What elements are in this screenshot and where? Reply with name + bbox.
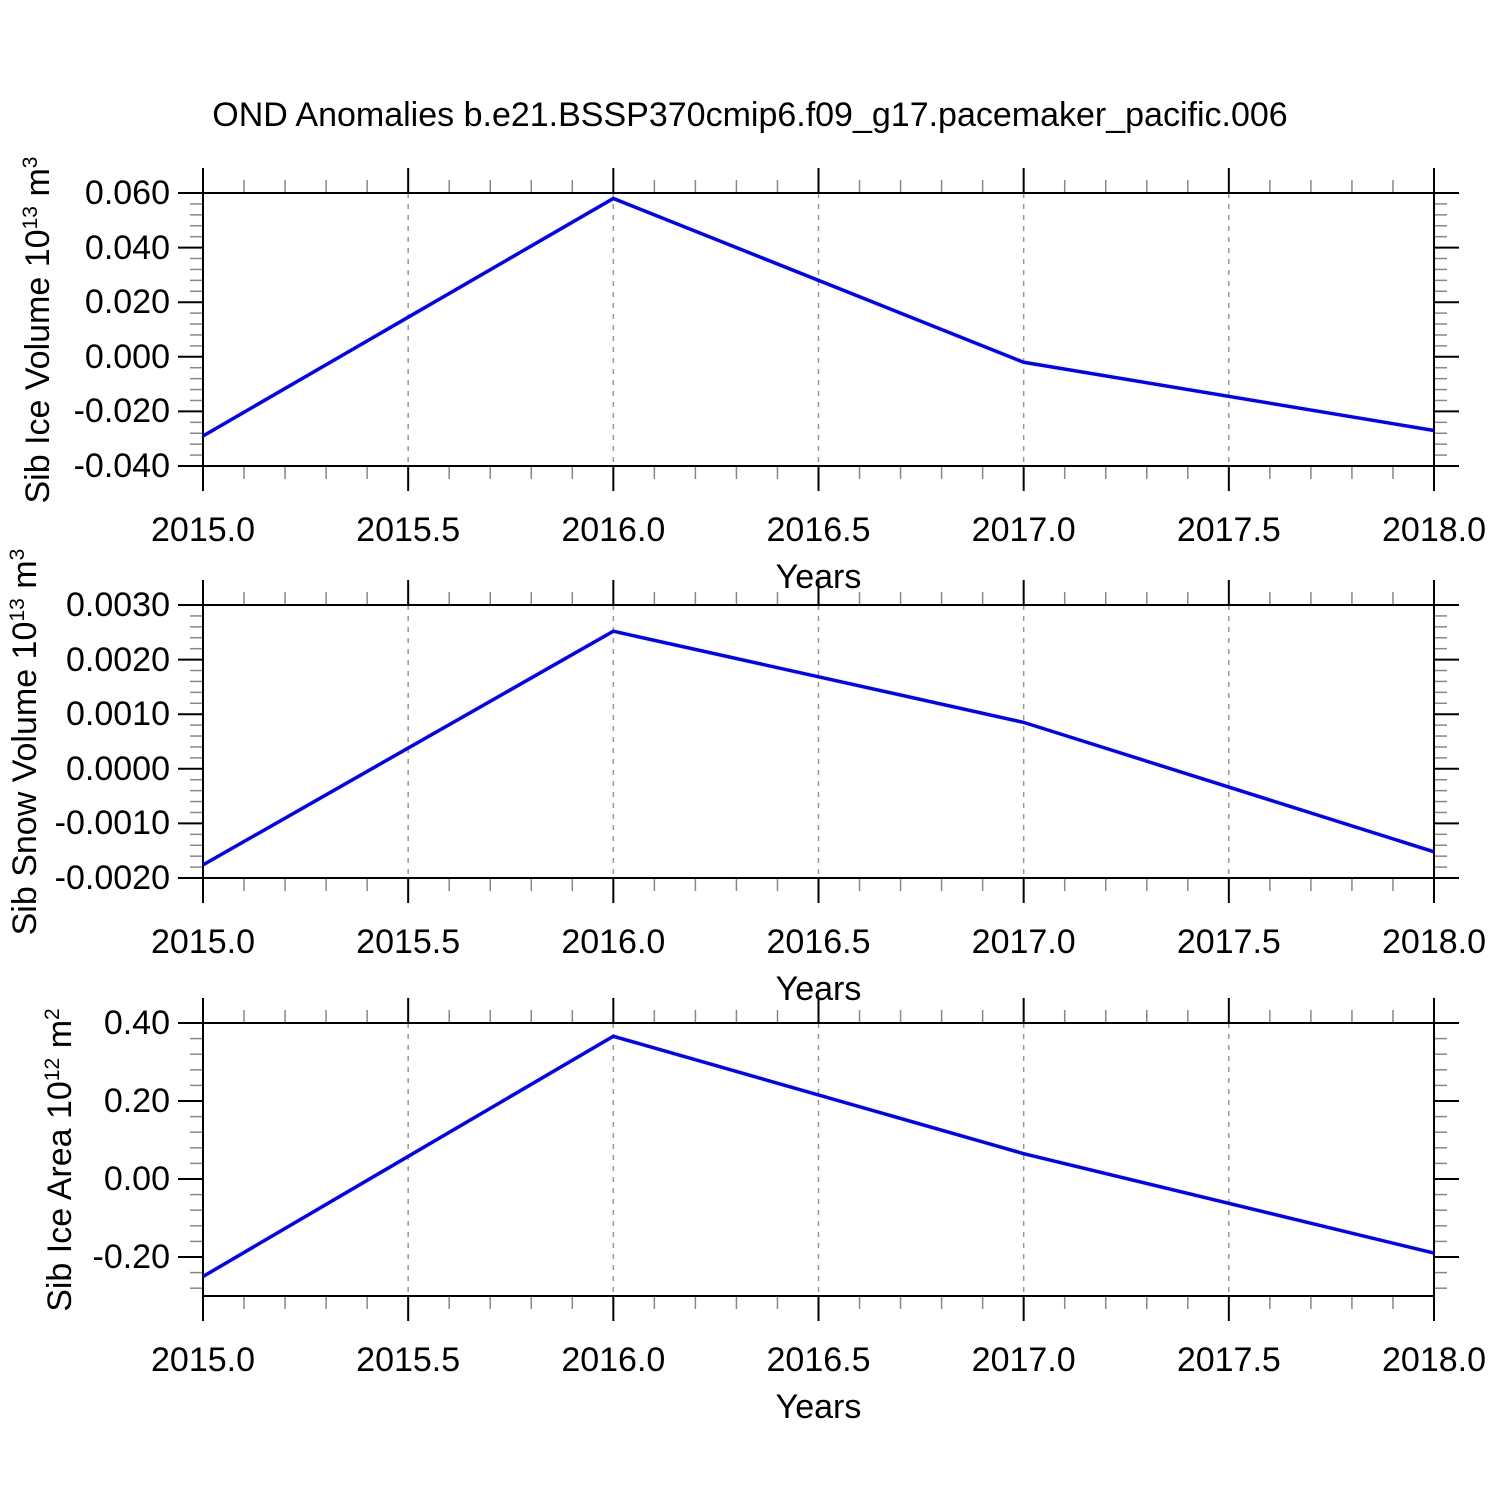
x-tick-label: 2015.5 (356, 1341, 461, 1379)
superscript: 3 (6, 548, 30, 560)
x-tick-label: 2016.5 (766, 511, 871, 549)
y-tick-label: 0.0010 (66, 695, 170, 734)
panel-sib-ice-volume (178, 168, 1459, 491)
x-tick-label: 2017.5 (1176, 511, 1281, 549)
y-tick-label: -0.020 (73, 392, 170, 431)
y-tick-label: 0.00 (103, 1160, 170, 1198)
x-tick-label: 2017.0 (971, 1341, 1076, 1379)
y-tick-label: 0.0000 (66, 749, 170, 788)
x-tick-label: 2015.5 (356, 511, 461, 549)
superscript: 3 (19, 155, 43, 168)
x-tick-label: 2015.5 (356, 923, 461, 961)
x-axis-title: Years (775, 970, 862, 1008)
x-tick-label: 2018.0 (1382, 1341, 1486, 1379)
y-tick-label: 0.000 (84, 337, 170, 376)
x-tick-label: 2015.0 (151, 923, 255, 961)
y-tick-label: 0.20 (103, 1082, 170, 1120)
panel-sib-ice-area (178, 998, 1459, 1321)
plot-frame (202, 192, 1435, 467)
x-axis-title: Years (775, 558, 862, 596)
data-line-sib-snow-volume (202, 629, 1435, 867)
x-tick-label: 2015.0 (151, 511, 255, 549)
y-tick-label: -0.040 (73, 447, 170, 485)
x-tick-label: 2017.5 (1176, 1341, 1281, 1379)
panel-sib-snow-volume (178, 580, 1459, 903)
x-tick-label: 2017.0 (971, 511, 1076, 549)
x-tick-label: 2016.5 (766, 923, 871, 961)
x-tick-label: 2018.0 (1382, 923, 1486, 961)
superscript: 12 (41, 1057, 65, 1081)
y-tick-label: 0.0020 (66, 640, 170, 679)
y-tick-label: 0.060 (84, 174, 170, 212)
y-tick-label: -0.0020 (54, 859, 170, 897)
plot-frame (202, 1022, 1435, 1297)
y-tick-label: -0.0010 (54, 804, 170, 843)
x-tick-label: 2016.0 (561, 1341, 666, 1379)
y-tick-label: 0.40 (103, 1004, 170, 1042)
chart-title: OND Anomalies b.e21.BSSP370cmip6.f09_g17… (212, 96, 1288, 134)
data-line-sib-ice-volume (202, 196, 1435, 438)
data-line-sib-ice-area (202, 1034, 1435, 1279)
x-axis-title: Years (775, 1388, 862, 1426)
x-tick-label: 2018.0 (1382, 511, 1486, 549)
x-tick-label: 2017.0 (971, 923, 1076, 961)
x-tick-label: 2016.0 (561, 923, 666, 961)
plot-frame (202, 604, 1435, 879)
y-tick-label: 0.020 (84, 283, 170, 322)
y-tick-label: -0.20 (92, 1238, 171, 1276)
x-tick-label: 2016.0 (561, 511, 666, 549)
x-tick-label: 2017.5 (1176, 923, 1281, 961)
x-tick-label: 2016.5 (766, 1341, 871, 1379)
y-tick-label: 0.0030 (66, 586, 170, 624)
y-tick-label: 0.040 (84, 228, 170, 267)
x-tick-label: 2015.0 (151, 1341, 255, 1379)
